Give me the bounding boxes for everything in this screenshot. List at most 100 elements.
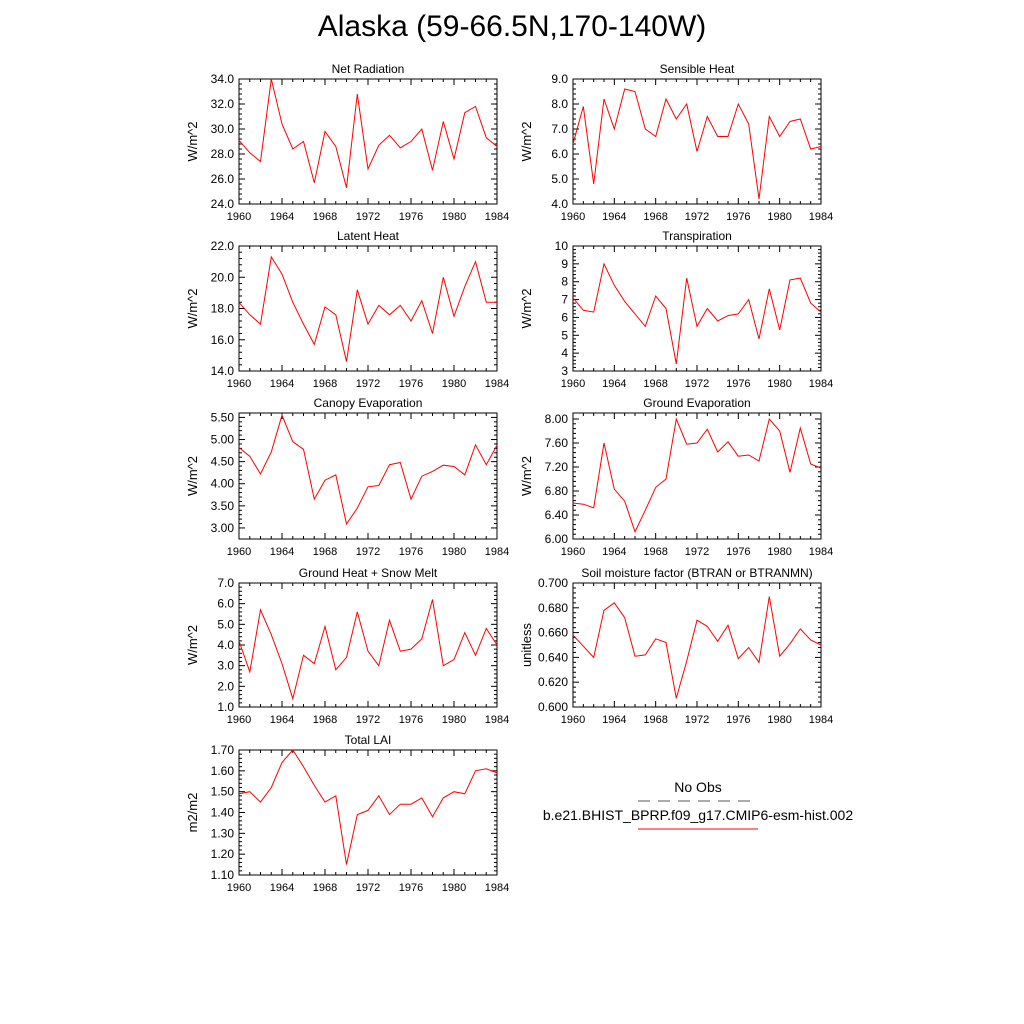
x-tick-label: 1984: [485, 714, 509, 726]
plot-frame: [572, 78, 822, 205]
x-tick-label: 1976: [399, 211, 423, 223]
x-tick-label: 1976: [726, 378, 750, 390]
y-tick-label: 0.620: [538, 675, 568, 689]
x-tick-label: 1960: [227, 882, 251, 894]
plot-frame: [238, 412, 498, 540]
y-tick-label: 4.00: [211, 477, 235, 491]
y-tick-label: 7.20: [545, 460, 569, 474]
x-tick-label: 1980: [767, 714, 791, 726]
x-tick-label: 1976: [399, 546, 423, 558]
y-tick-label: 32.0: [211, 97, 235, 111]
x-tick-label: 1964: [270, 211, 294, 223]
y-tick-label: 10: [555, 239, 569, 253]
y-tick-label: 4: [561, 346, 568, 360]
plot-frame: [572, 582, 822, 708]
y-tick-label: 0.640: [538, 650, 568, 664]
chart-panel: 1960 1964 1968 1972 1976 1980 1984 14.0 16.0 18.0…: [185, 229, 509, 390]
x-tick-label: 1984: [809, 378, 833, 390]
x-tick-label: 1972: [356, 211, 380, 223]
y-tick-label: 22.0: [211, 239, 235, 253]
y-tick-label: 26.0: [211, 172, 235, 186]
series-line: [572, 262, 822, 364]
x-tick-label: 1980: [442, 378, 466, 390]
y-tick-label: 24.0: [211, 197, 235, 211]
chart-panel: 1960 1964 1968 1972 1976 1980 1984 1.10 1.20 1.30…: [185, 733, 509, 894]
y-tick-label: 3.50: [211, 499, 235, 513]
y-axis-label: W/m^2: [519, 456, 534, 496]
panel-title: Soil moisture factor (BTRAN or BTRANMN): [581, 566, 812, 580]
y-axis-label: W/m^2: [519, 121, 534, 161]
x-tick-label: 1976: [399, 882, 423, 894]
y-tick-label: 5.0: [551, 172, 568, 186]
chart-panel: 1960 1964 1968 1972 1976 1980 1984 24.0 26.0 28.0…: [185, 62, 509, 223]
x-tick-label: 1980: [442, 211, 466, 223]
y-tick-label: 7.60: [545, 436, 569, 450]
x-tick-label: 1968: [313, 882, 337, 894]
y-tick-label: 7.0: [217, 576, 234, 590]
y-tick-label: 5.00: [211, 433, 235, 447]
chart-panel: 1960 1964 1968 1972 1976 1980 1984 3 4 5 6 7 8 9 10 Tra…: [519, 229, 833, 390]
x-tick-label: 1976: [726, 211, 750, 223]
series-line: [572, 596, 822, 699]
x-tick-label: 1968: [313, 546, 337, 558]
x-tick-label: 1964: [270, 378, 294, 390]
y-tick-label: 0.660: [538, 626, 568, 640]
y-tick-label: 14.0: [211, 364, 235, 378]
y-tick-label: 9.0: [551, 72, 568, 86]
x-tick-label: 1980: [442, 882, 466, 894]
panel-title: Net Radiation: [332, 62, 405, 76]
y-tick-label: 8.00: [545, 412, 569, 426]
panel-title: Transpiration: [662, 229, 732, 243]
y-tick-label: 0.600: [538, 700, 568, 714]
x-tick-label: 1984: [809, 546, 833, 558]
y-tick-label: 6.40: [545, 508, 569, 522]
x-tick-label: 1984: [809, 714, 833, 726]
y-tick-label: 3.00: [211, 521, 235, 535]
chart-panel: 1960 1964 1968 1972 1976 1980 1984 1.0 2.0 3.0 4.0…: [185, 566, 509, 726]
y-tick-label: 7: [561, 293, 568, 307]
y-axis-label: W/m^2: [185, 456, 200, 496]
y-tick-label: 9: [561, 257, 568, 271]
y-axis-label: W/m^2: [185, 625, 200, 665]
x-tick-label: 1968: [313, 378, 337, 390]
y-tick-label: 6.0: [217, 597, 234, 611]
y-tick-label: 5.0: [217, 617, 234, 631]
y-tick-label: 1.70: [211, 743, 235, 757]
x-tick-label: 1960: [227, 546, 251, 558]
y-tick-label: 20.0: [211, 270, 235, 284]
y-tick-label: 4.0: [217, 638, 234, 652]
x-tick-label: 1980: [767, 211, 791, 223]
x-tick-label: 1972: [685, 714, 709, 726]
x-tick-label: 1972: [685, 211, 709, 223]
x-tick-label: 1984: [485, 378, 509, 390]
figure-title: Alaska (59-66.5N,170-140W): [317, 10, 707, 43]
x-tick-label: 1984: [485, 211, 509, 223]
series-line: [238, 599, 498, 701]
x-tick-label: 1972: [685, 546, 709, 558]
y-tick-label: 1.10: [211, 868, 235, 882]
chart-panel: 1960 1964 1968 1972 1976 1980 1984 6.00 6.40 6.80…: [519, 396, 833, 558]
y-tick-label: 1.20: [211, 847, 235, 861]
y-tick-label: 6.00: [545, 532, 569, 546]
x-tick-label: 1980: [767, 378, 791, 390]
y-tick-label: 4.50: [211, 455, 235, 469]
panel-title: Total LAI: [345, 733, 392, 747]
y-tick-label: 28.0: [211, 147, 235, 161]
x-tick-label: 1976: [399, 378, 423, 390]
panel-title: Sensible Heat: [660, 62, 735, 76]
y-tick-label: 18.0: [211, 302, 235, 316]
x-tick-label: 1964: [270, 546, 294, 558]
plot-frame: [572, 412, 822, 540]
x-tick-label: 1960: [561, 378, 585, 390]
y-tick-label: 0.680: [538, 601, 568, 615]
legend-obs-label: No Obs: [674, 779, 722, 795]
y-axis-label: W/m^2: [185, 121, 200, 161]
x-tick-label: 1976: [726, 546, 750, 558]
x-tick-label: 1960: [561, 211, 585, 223]
x-tick-label: 1984: [485, 882, 509, 894]
y-tick-label: 5: [561, 328, 568, 342]
x-tick-label: 1968: [643, 211, 667, 223]
y-tick-label: 1.60: [211, 764, 235, 778]
x-tick-label: 1972: [356, 882, 380, 894]
x-tick-label: 1964: [602, 378, 626, 390]
